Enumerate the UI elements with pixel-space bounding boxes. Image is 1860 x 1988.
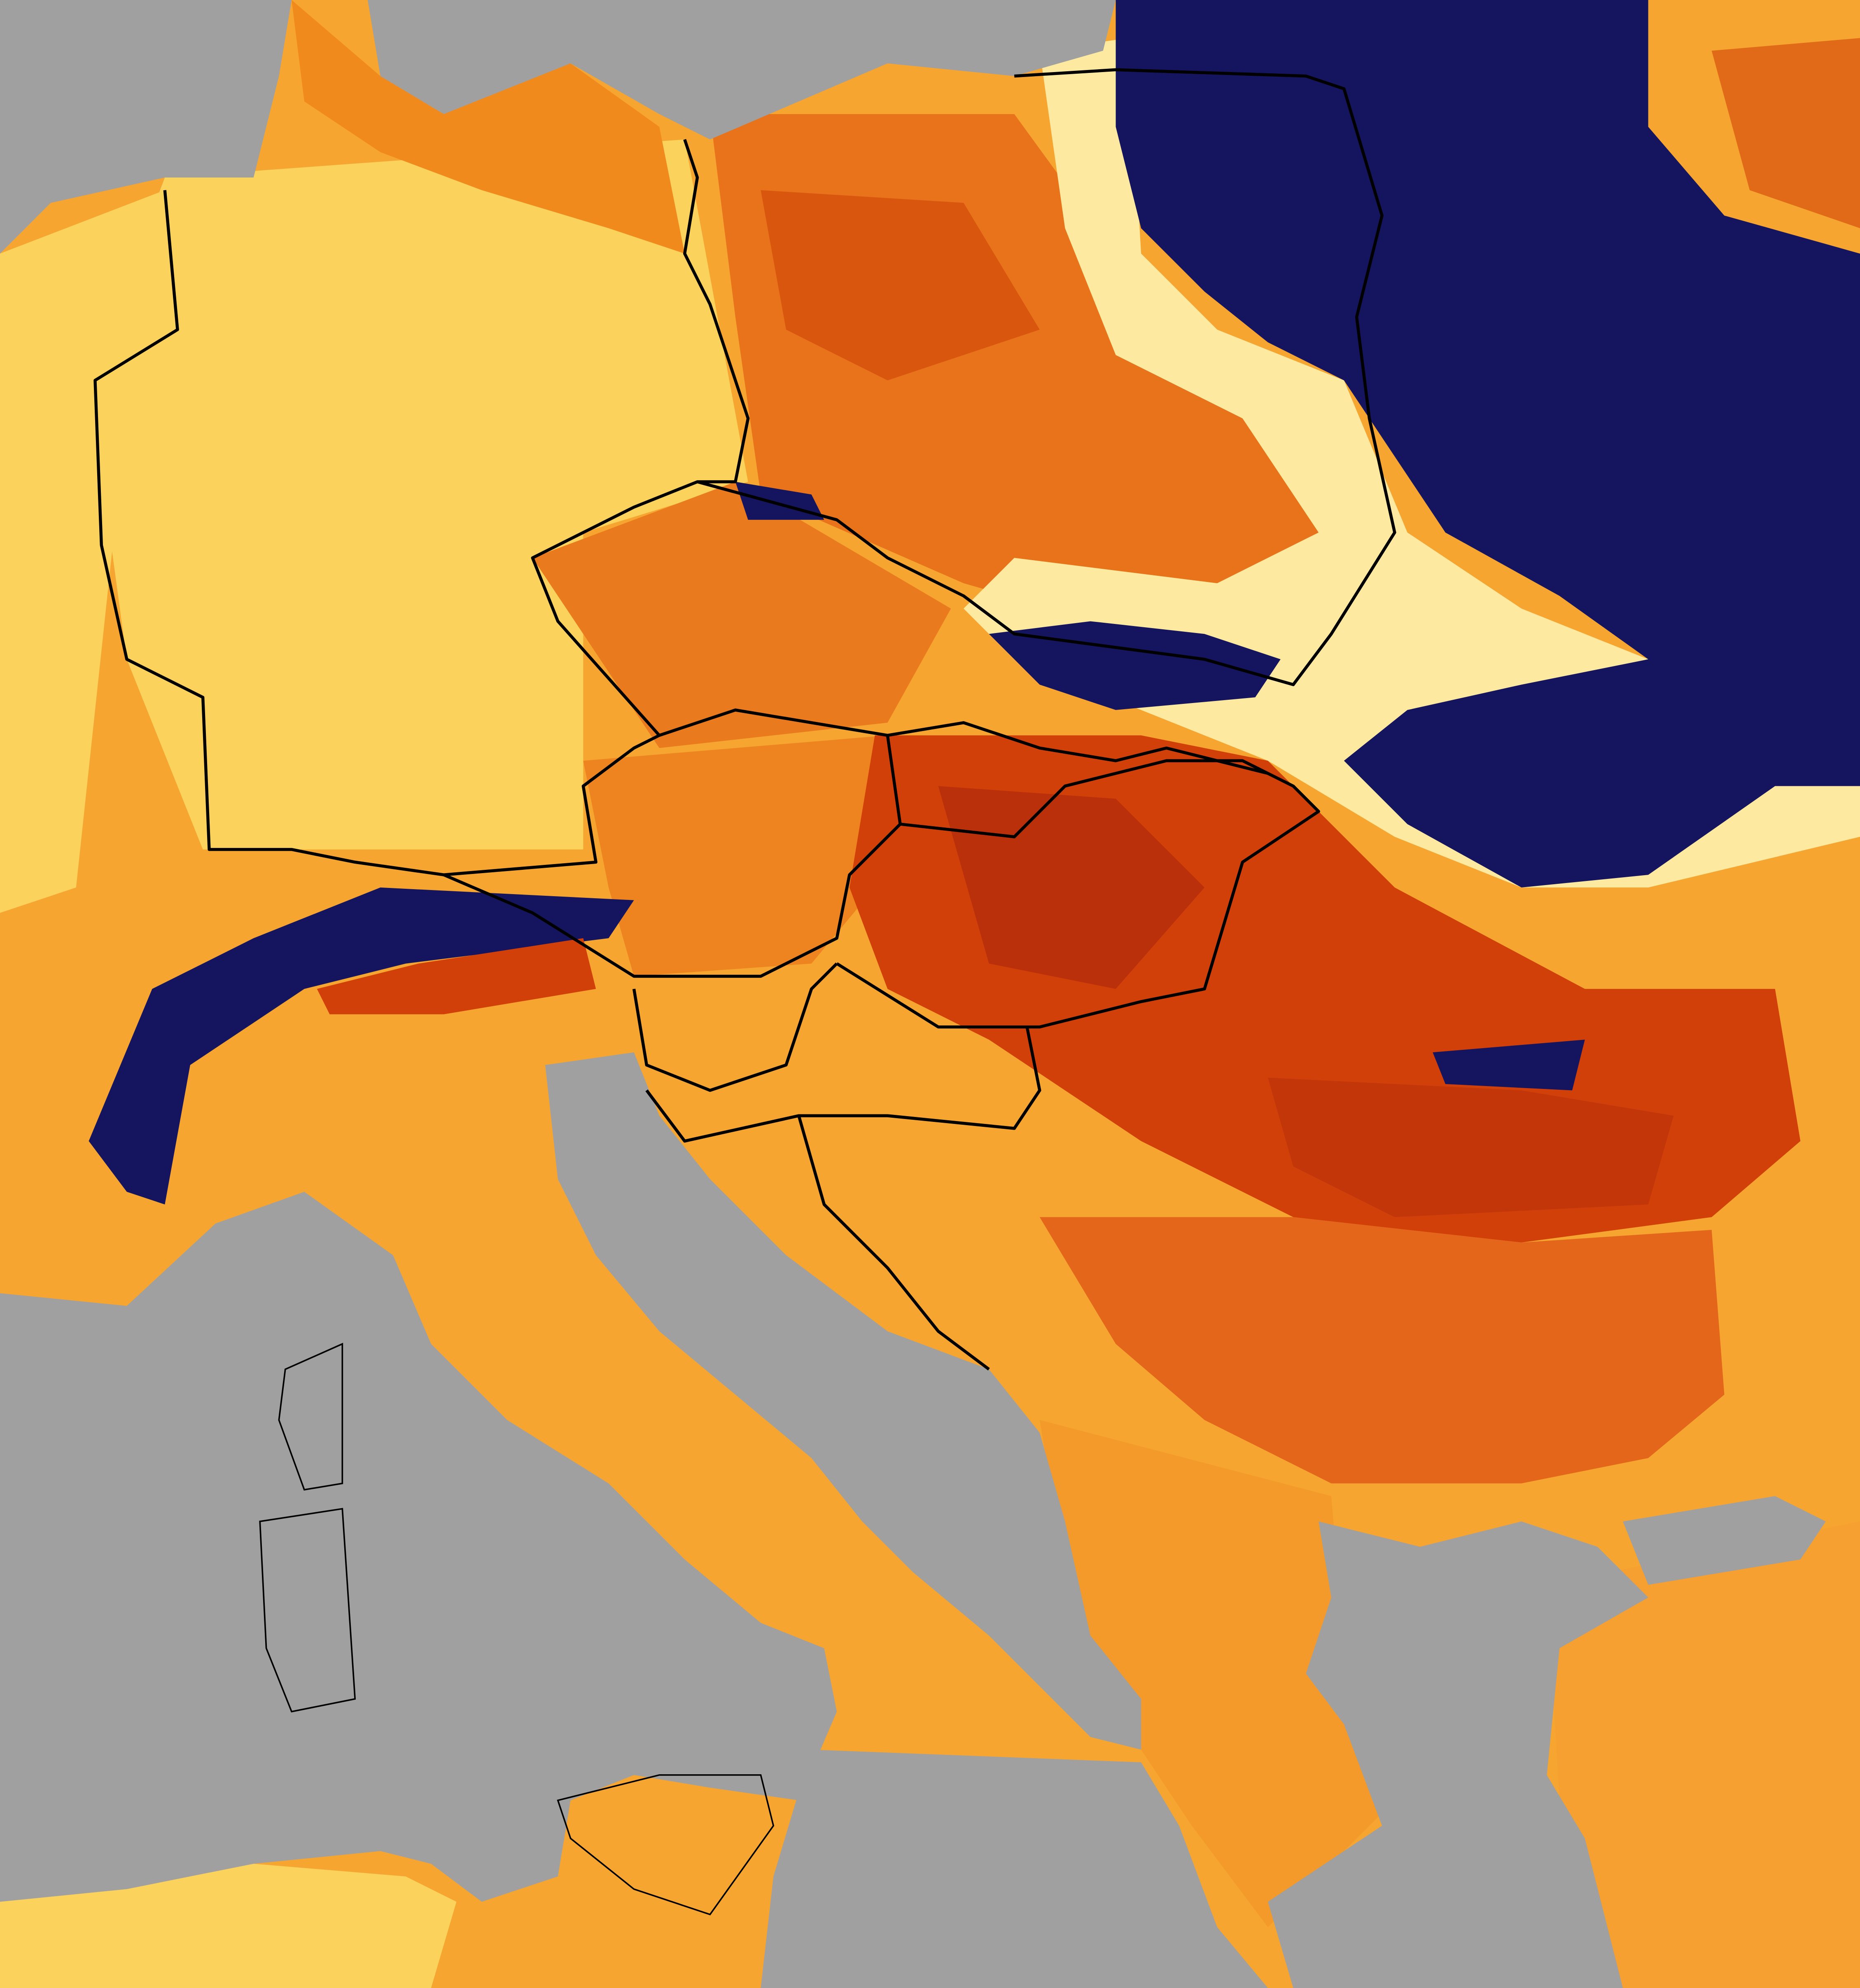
region-light [0,1864,457,1988]
region-light [89,139,748,850]
region-light [0,190,165,913]
border [658,708,1268,775]
sea [0,1191,837,1902]
corsica [278,1343,343,1491]
border [93,139,750,876]
sea [761,1750,1268,1988]
region-navy-alps [89,887,634,1205]
region-navy [1433,1040,1585,1091]
region-orange [1711,38,1860,229]
border [697,68,1396,687]
border [836,759,1320,1029]
region-red [317,938,596,1014]
region-darkred [1268,1077,1674,1217]
border [443,735,902,978]
sea [545,1052,1141,1750]
region-orange [583,735,888,976]
region-mid [1039,1420,1395,1927]
islands [259,1343,775,1916]
sardinia [259,1508,356,1713]
region-navy [989,621,1281,710]
border [632,962,838,1092]
border [645,1026,1041,1143]
sea [1623,1496,1826,1585]
sea [367,0,1116,140]
region-navy [1116,0,1860,888]
sea [1268,1521,1648,1988]
sea [0,0,292,254]
sicily [557,1774,775,1916]
region-orange [1039,1217,1725,1483]
region-dark [761,190,1040,381]
region-orange [532,481,951,748]
borders [93,68,1396,1371]
region-mid [1547,1521,1860,1988]
region-mid [292,0,685,254]
border [797,1115,990,1371]
